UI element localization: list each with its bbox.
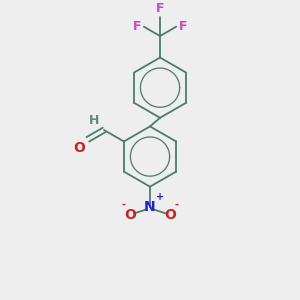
Text: +: + — [156, 192, 164, 202]
Text: F: F — [178, 20, 187, 33]
Text: N: N — [144, 200, 156, 214]
Text: F: F — [133, 20, 142, 33]
Text: -: - — [174, 200, 178, 210]
Text: F: F — [156, 2, 164, 15]
Text: H: H — [88, 114, 99, 127]
Text: O: O — [124, 208, 136, 222]
Text: O: O — [73, 141, 85, 155]
Text: -: - — [122, 200, 126, 210]
Text: O: O — [164, 208, 176, 222]
